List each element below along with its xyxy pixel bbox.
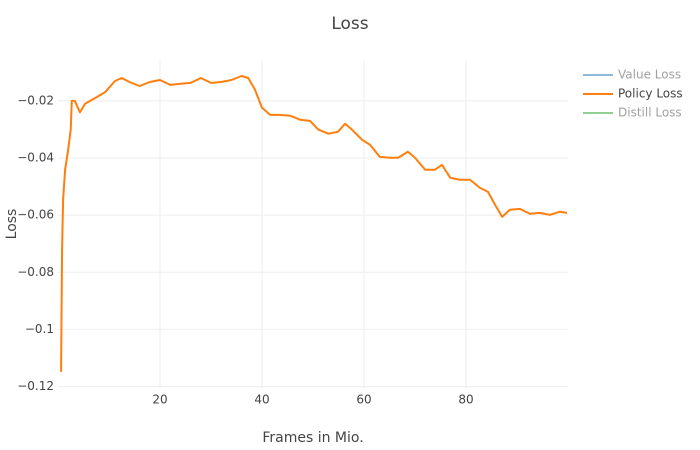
- y-tick-label: −0.04: [17, 151, 54, 165]
- x-tick-label: 20: [152, 393, 167, 407]
- legend-label[interactable]: Distill Loss: [618, 106, 682, 120]
- y-tick-label: −0.06: [17, 208, 54, 222]
- y-axis-title: Loss: [4, 209, 20, 240]
- y-tick-label: −0.1: [25, 322, 54, 336]
- chart-title: Loss: [331, 14, 368, 34]
- x-axis-title: Frames in Mio.: [262, 430, 363, 446]
- x-tick-label: 60: [356, 393, 371, 407]
- y-tick-label: −0.08: [17, 265, 54, 279]
- y-tick-label: −0.02: [17, 93, 54, 107]
- line-series: [60, 75, 568, 372]
- legend-label[interactable]: Value Loss: [618, 68, 681, 82]
- x-tick-label: 80: [458, 393, 473, 407]
- legend-label[interactable]: Policy Loss: [618, 87, 683, 101]
- y-tick-label: −0.12: [17, 379, 54, 393]
- x-tick-label: 40: [254, 393, 269, 407]
